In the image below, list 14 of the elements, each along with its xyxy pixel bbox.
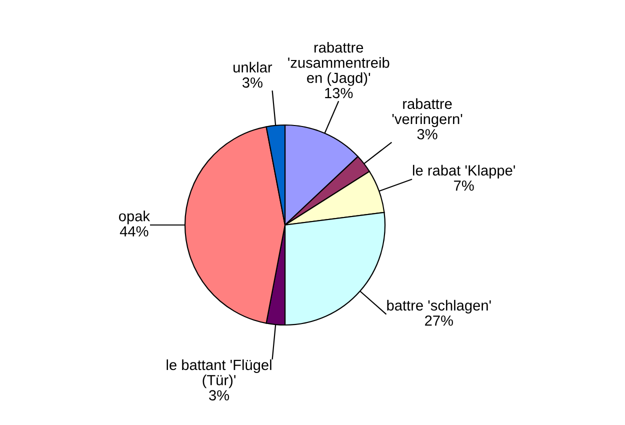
data-label: 27% (425, 315, 453, 326)
slice-label: le battant 'Flügel (Tür)' (166, 359, 272, 388)
data-label: 3% (242, 77, 262, 88)
slice-label: rabattre 'zusammentreib en (Jagd)' (288, 42, 390, 86)
data-label: 44% (120, 226, 148, 236)
slice-label: unklar (234, 62, 272, 73)
data-label: 7% (454, 180, 474, 191)
slice-label: le rabat 'Klappe' (413, 164, 515, 178)
slice-label: battre 'schlagen' (387, 300, 491, 314)
slice-label: rabattre 'verringern' (392, 98, 462, 128)
data-label: 13% (325, 88, 353, 98)
slice-label: opak (118, 210, 150, 224)
data-label: 3% (209, 390, 230, 400)
data-label: 3% (417, 129, 438, 140)
